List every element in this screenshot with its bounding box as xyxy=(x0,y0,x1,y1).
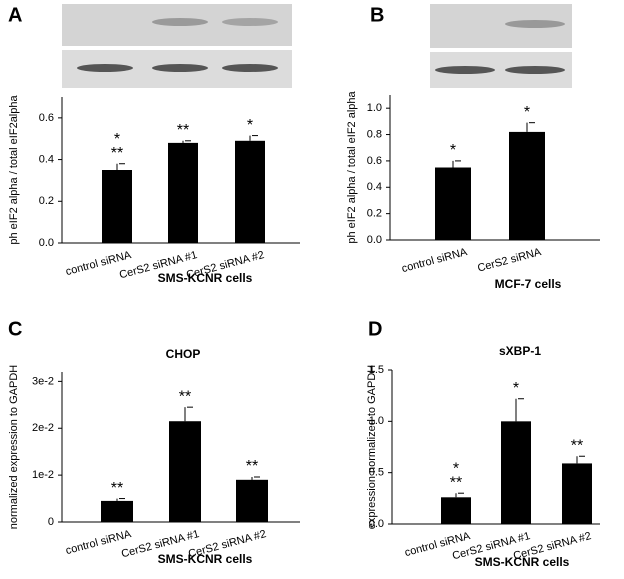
y-tick-label: 0.4 xyxy=(39,153,54,165)
significance: ** xyxy=(246,458,258,475)
panel-label: D xyxy=(368,318,382,340)
y-tick-label: 0.0 xyxy=(39,237,54,249)
note: SMS-KCNR cells xyxy=(158,271,253,285)
y-tick-label: 0.4 xyxy=(367,181,382,193)
bar xyxy=(101,500,133,522)
x-tick-label: control siRNA xyxy=(400,246,469,275)
significance: ** xyxy=(179,388,191,405)
y-tick-label: 1e-2 xyxy=(32,469,54,481)
y-tick-label: 0.5 xyxy=(369,467,384,479)
y-tick-label: 0.2 xyxy=(367,208,382,220)
significance: * xyxy=(513,380,519,397)
significance: * xyxy=(450,142,456,159)
panel-label: B xyxy=(370,4,384,26)
significance: ** xyxy=(177,122,189,139)
significance: * xyxy=(114,131,120,148)
chart-title: CHOP xyxy=(166,347,201,361)
bar xyxy=(168,142,198,243)
bar xyxy=(235,140,265,243)
blot-b xyxy=(430,4,572,88)
bar xyxy=(562,463,592,524)
y-axis-label: ph eIF2 alpha / total eIF2alpha xyxy=(8,95,20,245)
panel-label: A xyxy=(8,4,22,26)
bar xyxy=(509,131,545,240)
bar xyxy=(169,421,201,522)
y-tick-label: 2e-2 xyxy=(32,422,54,434)
bar xyxy=(441,497,471,524)
significance: ** xyxy=(571,437,583,454)
note: MCF-7 cells xyxy=(495,277,562,291)
blot-a xyxy=(62,4,292,88)
bar xyxy=(435,167,471,240)
y-tick-label: 0.6 xyxy=(367,155,382,167)
y-axis-label: normalized expression to GAPDH xyxy=(8,365,20,530)
chart-title: sXBP-1 xyxy=(499,344,541,358)
bar xyxy=(102,170,132,243)
y-axis-label: ph eIF2 alpha / total eIF2 alpha xyxy=(346,90,358,243)
significance: * xyxy=(524,104,530,121)
note: SMS-KCNR cells xyxy=(475,555,570,569)
bar xyxy=(236,479,268,522)
y-tick-label: 0.6 xyxy=(39,112,54,124)
y-tick-label: 0.0 xyxy=(367,234,382,246)
y-tick-label: 0.0 xyxy=(369,518,384,530)
significance: ** xyxy=(450,474,462,491)
y-tick-label: 1.0 xyxy=(367,102,382,114)
significance: ** xyxy=(111,145,123,162)
y-tick-label: 3e-2 xyxy=(32,375,54,387)
x-tick-label: CerS2 siRNA xyxy=(476,246,543,275)
note: SMS-KCNR cells xyxy=(158,552,253,566)
y-tick-label: 0 xyxy=(48,516,54,528)
panel-label: C xyxy=(8,318,22,340)
y-tick-label: 0.2 xyxy=(39,195,54,207)
y-tick-label: 0.8 xyxy=(367,128,382,140)
y-tick-label: 1.5 xyxy=(369,364,384,376)
significance: ** xyxy=(111,480,123,497)
bar xyxy=(501,421,531,524)
significance: * xyxy=(453,460,459,477)
y-axis-label: expression normalized to GAPDH xyxy=(366,365,378,530)
y-tick-label: 1.0 xyxy=(369,415,384,427)
significance: * xyxy=(247,117,253,134)
